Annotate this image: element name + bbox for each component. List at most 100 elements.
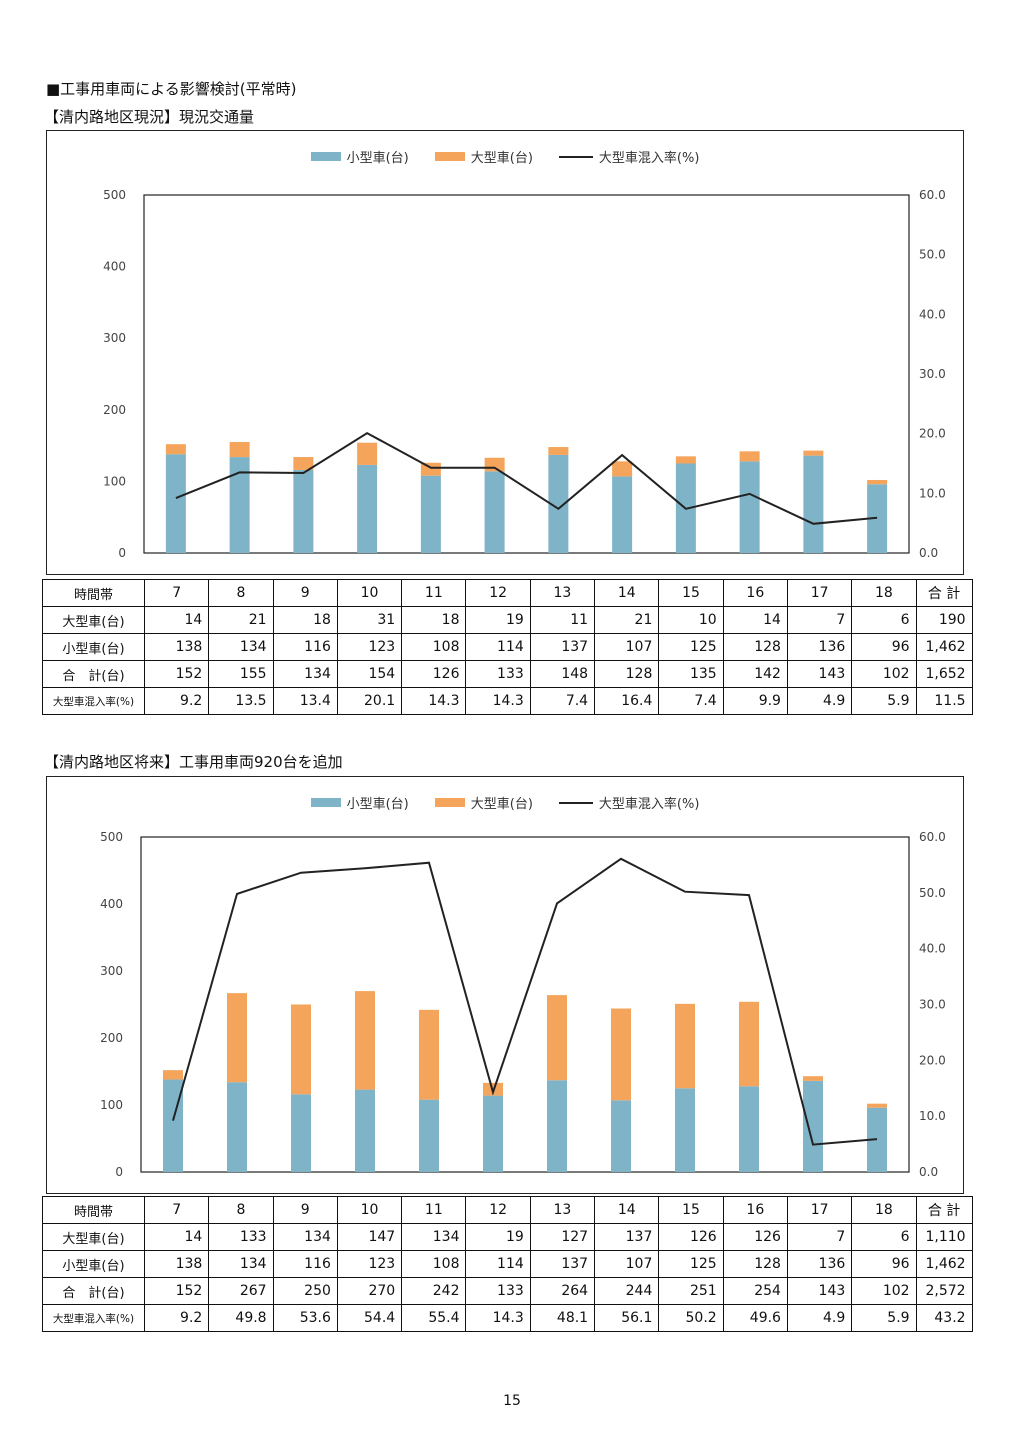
- row-label: 大型車(台): [42, 1223, 145, 1251]
- bar-small: [739, 1086, 759, 1172]
- legend-swatch-ratio: [558, 155, 593, 158]
- table-cell: 123: [336, 633, 403, 661]
- bar-small: [803, 1080, 823, 1172]
- table-cell: 53.6: [272, 1304, 338, 1332]
- table-cell: 134: [208, 633, 274, 661]
- bar-small: [419, 1099, 439, 1172]
- bar-large: [291, 1004, 311, 1095]
- table-row-large: 大型車(台) 14 21 18 31 18 19 11 21 10 14 7 6 190: [42, 606, 973, 634]
- y-tick-label: 0: [118, 546, 126, 560]
- chart-future: 小型車(台) 大型車(台) 大型車混入率(%) 0 100 200 300 400 500…: [46, 776, 964, 1194]
- table-cell: 250: [272, 1277, 338, 1305]
- table-cell: 6: [851, 1223, 917, 1251]
- ratio-line: [175, 431, 878, 525]
- table-cell: 133: [465, 1277, 531, 1305]
- table-cell: 19: [465, 1223, 531, 1251]
- sum-cell: 43.2: [915, 1304, 973, 1332]
- table-cell: 50.2: [658, 1304, 724, 1332]
- hour-header-cell: 8: [208, 1196, 274, 1224]
- legend-label-small: 小型車(台): [346, 797, 409, 812]
- table-cell: 21: [208, 606, 274, 634]
- legend-large: 大型車(台): [434, 147, 533, 166]
- y-tick-label: 300: [100, 964, 123, 978]
- row-label: 大型車混入率(%): [42, 687, 145, 715]
- chart-title-current: 【清内路地区現況】現況交通量: [44, 108, 255, 126]
- bar-large: [293, 457, 314, 470]
- hour-header-cell: 18: [851, 579, 917, 607]
- table-cell: 4.9: [786, 687, 853, 715]
- bar-small: [357, 464, 378, 553]
- table-cell: 108: [401, 1250, 467, 1278]
- table-cell: 14: [722, 606, 788, 634]
- bar-small: [165, 454, 186, 553]
- table-cell: 264: [529, 1277, 596, 1305]
- table-cell: 10: [658, 606, 724, 634]
- hour-header-cell: 8: [208, 579, 274, 607]
- table-cell: 14: [143, 1223, 210, 1251]
- hour-header-cell: 11: [401, 579, 467, 607]
- table-cell: 114: [465, 1250, 531, 1278]
- table-cell: 128: [594, 660, 660, 688]
- table-cell: 20.1: [336, 687, 403, 715]
- legend-label-ratio: 大型車混入率(%): [598, 151, 700, 166]
- bar-small: [803, 455, 824, 553]
- table-cell: 7: [786, 606, 853, 634]
- table-cell: 31: [336, 606, 403, 634]
- bar-large: [229, 442, 250, 458]
- table-row-ratio: 大型車混入率(%) 9.2 49.8 53.6 54.4 55.4 14.3 48.1 56.…: [42, 1304, 973, 1332]
- table-cell: 4.9: [786, 1304, 853, 1332]
- page-number: 15: [503, 1393, 521, 1409]
- sum-cell: 2,572: [915, 1277, 973, 1305]
- sum-cell: 1,110: [915, 1223, 973, 1251]
- hour-header-cell: 17: [786, 579, 853, 607]
- table-cell: 133: [208, 1223, 274, 1251]
- table-cell: 114: [465, 633, 531, 661]
- table-row-small: 小型車(台) 138 134 116 123 108 114 137 107 125 128 136…: [42, 1250, 973, 1278]
- y2-tick-label: 60.0: [919, 830, 946, 844]
- page-heading: ■工事用車両による影響検討(平常時): [46, 80, 297, 98]
- table-cell: 9.2: [143, 687, 210, 715]
- hour-header-cell: 13: [529, 1196, 596, 1224]
- bar-small: [483, 1095, 503, 1172]
- legend-ratio: 大型車混入率(%): [558, 793, 699, 812]
- table-cell: 126: [401, 660, 467, 688]
- row-label: 時間帯: [42, 1196, 145, 1224]
- table-cell: 152: [143, 1277, 210, 1305]
- table-row-hours: 時間帯 7 8 9 10 11 12 13 14 15 16 17 18 合 計: [42, 579, 973, 607]
- legend: 小型車(台) 大型車(台) 大型車混入率(%): [47, 793, 963, 812]
- hour-header-cell: 12: [465, 579, 531, 607]
- y-tick-label: 0: [115, 1165, 123, 1179]
- table-cell: 116: [272, 1250, 338, 1278]
- y-tick-label: 400: [100, 897, 123, 911]
- table-cell: 13.4: [272, 687, 338, 715]
- table-row-total: 合 計(台) 152 155 134 154 126 133 148 128 135 142 143…: [42, 660, 973, 688]
- bar-large: [739, 451, 760, 462]
- table-cell: 125: [658, 633, 724, 661]
- hour-header-cell: 17: [786, 1196, 853, 1224]
- table-cell: 267: [208, 1277, 274, 1305]
- y2-tick-label: 30.0: [919, 998, 946, 1012]
- legend-swatch-small: [310, 152, 341, 161]
- y2-tick-label: 40.0: [919, 307, 946, 321]
- table-cell: 48.1: [529, 1304, 596, 1332]
- y2-tick-label: 50.0: [919, 248, 946, 262]
- hour-header-cell: 12: [465, 1196, 531, 1224]
- table-cell: 152: [143, 660, 210, 688]
- hour-header-cell: 7: [143, 1196, 210, 1224]
- hour-header-cell: 10: [336, 579, 403, 607]
- table-cell: 270: [336, 1277, 403, 1305]
- table-cell: 154: [336, 660, 403, 688]
- table-cell: 7.4: [529, 687, 596, 715]
- chart-current: 小型車(台) 大型車(台) 大型車混入率(%) 0 100 200 300 400 500…: [46, 130, 964, 575]
- bar-large: [165, 444, 186, 455]
- y2-tick-label: 40.0: [919, 942, 946, 956]
- y-tick-label: 400: [103, 260, 126, 274]
- table-cell: 96: [851, 633, 917, 661]
- table-cell: 56.1: [594, 1304, 660, 1332]
- hour-header-cell: 18: [851, 1196, 917, 1224]
- sum-header-cell: 合 計: [915, 1196, 973, 1224]
- bar-large: [355, 991, 375, 1090]
- bar-small: [291, 1094, 311, 1172]
- table-cell: 147: [336, 1223, 403, 1251]
- table-cell: 108: [401, 633, 467, 661]
